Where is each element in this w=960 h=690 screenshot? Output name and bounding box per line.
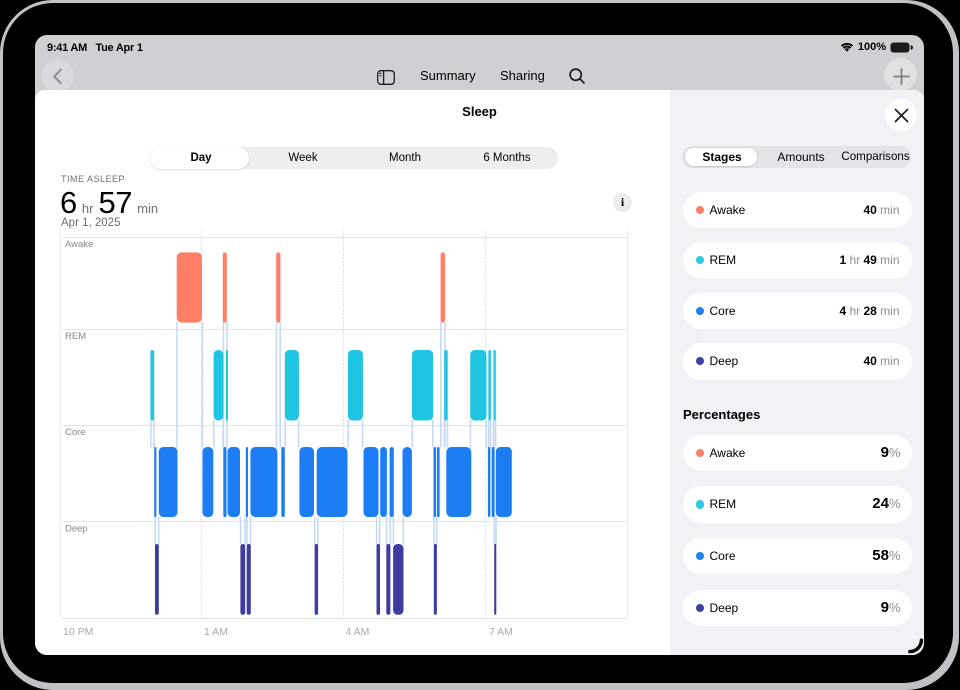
svg-text:1 AM: 1 AM xyxy=(204,626,228,638)
svg-text:Deep: Deep xyxy=(65,524,88,535)
svg-text:Awake: Awake xyxy=(65,239,93,250)
svg-text:4 AM: 4 AM xyxy=(346,626,370,638)
svg-text:7 AM: 7 AM xyxy=(489,626,513,638)
svg-text:10 PM: 10 PM xyxy=(63,626,93,638)
svg-text:Core: Core xyxy=(65,427,86,438)
svg-text:REM: REM xyxy=(65,331,86,342)
